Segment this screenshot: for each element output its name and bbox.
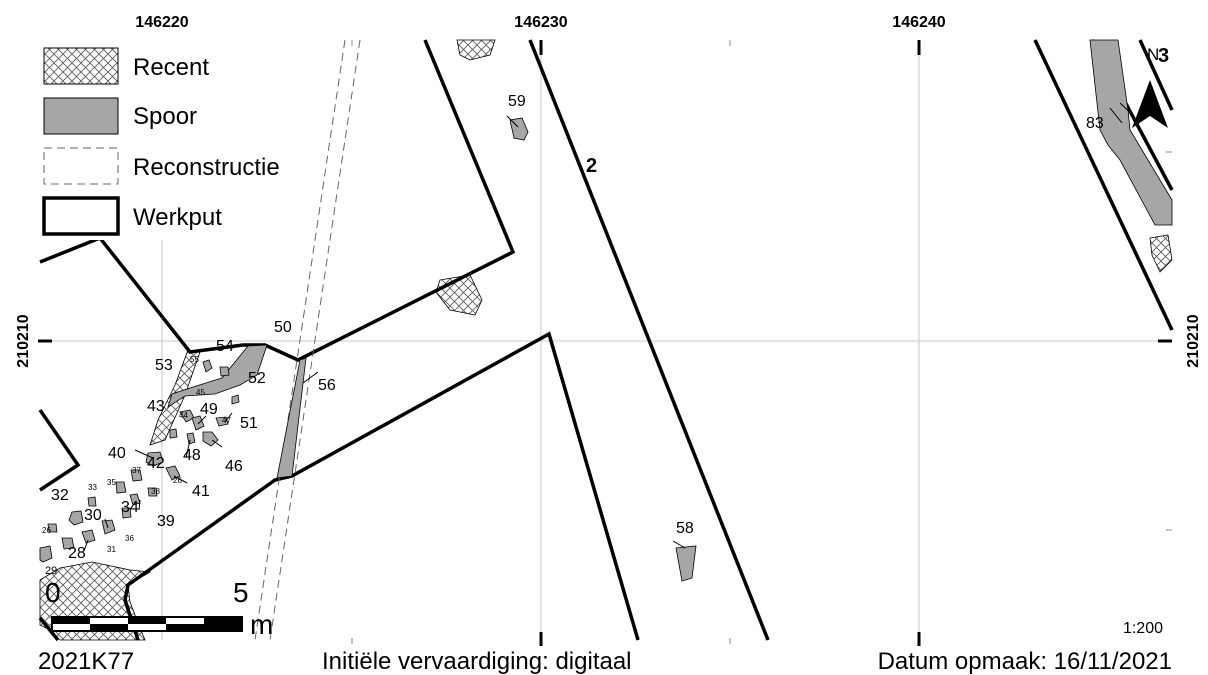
feature-label: 43 — [147, 398, 165, 415]
legend-swatch-recent — [43, 47, 119, 85]
feature-label: 55 — [190, 355, 199, 364]
feature-label: 48 — [183, 447, 201, 464]
legend-swatch-reconstructie — [43, 147, 119, 185]
reconstruction-lines — [254, 39, 361, 641]
north-arrow-icon: N — [1132, 45, 1168, 128]
scale-ratio: 1:200 — [1123, 620, 1163, 637]
leader-lines — [83, 102, 1134, 552]
feature-label: 28 — [68, 545, 86, 562]
feature-label: 47 — [222, 416, 231, 425]
feature-label: 37 — [132, 466, 141, 475]
feature-label: 53 — [155, 357, 173, 374]
scale-bar: 0 5 m — [45, 577, 273, 640]
feature-label: 36 — [125, 534, 134, 543]
grid-label-x-146230: 146230 — [514, 14, 567, 31]
creation-method: Initiële vervaardiging: digitaal — [322, 648, 632, 675]
feature-label: 32 — [51, 487, 69, 504]
legend-label-spoor: Spoor — [133, 103, 197, 130]
legend-label-reconstructie: Reconstructie — [133, 154, 280, 181]
grid — [38, 40, 1172, 646]
grid-label-y-right: 210210 — [1185, 314, 1202, 367]
scale-unit: m — [250, 609, 273, 640]
map-date: Datum opmaak: 16/11/2021 — [878, 648, 1172, 675]
feature-label: 30 — [84, 507, 102, 524]
scale-end: 5 — [233, 577, 249, 608]
feature-label: 83 — [1086, 115, 1104, 132]
trench-outlines — [38, 39, 1174, 642]
feature-label-group: 59 58 56 83 50 54 53 55 52 43 49 44 47 5… — [42, 93, 1104, 577]
feature-label: 44 — [179, 411, 188, 420]
feature-label: 50 — [274, 319, 292, 336]
grid-label-x-146220: 146220 — [135, 14, 188, 31]
legend-swatch-spoor — [43, 97, 119, 135]
feature-label: 58 — [676, 520, 694, 537]
north-label: N — [1147, 45, 1159, 64]
feature-label: 34 — [121, 499, 139, 516]
trench-label-2: 2 — [586, 155, 597, 177]
feature-label: 46 — [225, 458, 243, 475]
feature-label: 45 — [196, 388, 205, 397]
feature-label: 56 — [318, 377, 336, 394]
feature-label: 26 — [42, 526, 51, 535]
feature-label: 29 — [45, 565, 57, 577]
feature-label: 54 — [216, 338, 234, 355]
features — [39, 39, 1173, 582]
legend: Recent Spoor Reconstructie Werkput — [0, 40, 305, 240]
legend-label-werkput: Werkput — [133, 204, 222, 231]
feature-label: 40 — [108, 445, 126, 462]
legend-label-recent: Recent — [133, 54, 209, 81]
scale-start: 0 — [45, 577, 61, 608]
project-code: 2021K77 — [38, 648, 134, 675]
feature-label: 35 — [107, 478, 116, 487]
feature-label: 33 — [88, 483, 97, 492]
feature-label: 39 — [157, 513, 175, 530]
feature-label: 49 — [200, 401, 218, 418]
grid-label-y-left: 210210 — [15, 314, 32, 367]
feature-label: 41 — [192, 483, 210, 500]
feature-label: 42 — [147, 455, 165, 472]
feature-label: 26 — [173, 476, 182, 485]
feature-label: 59 — [508, 93, 526, 110]
feature-label: 31 — [107, 545, 116, 554]
grid-label-x-146240: 146240 — [892, 14, 945, 31]
feature-label: 52 — [248, 370, 266, 387]
trench-label-3: 3 — [1158, 45, 1169, 67]
legend-swatch-werkput — [42, 196, 120, 236]
feature-label: 38 — [151, 487, 160, 496]
feature-label: 51 — [240, 415, 258, 432]
